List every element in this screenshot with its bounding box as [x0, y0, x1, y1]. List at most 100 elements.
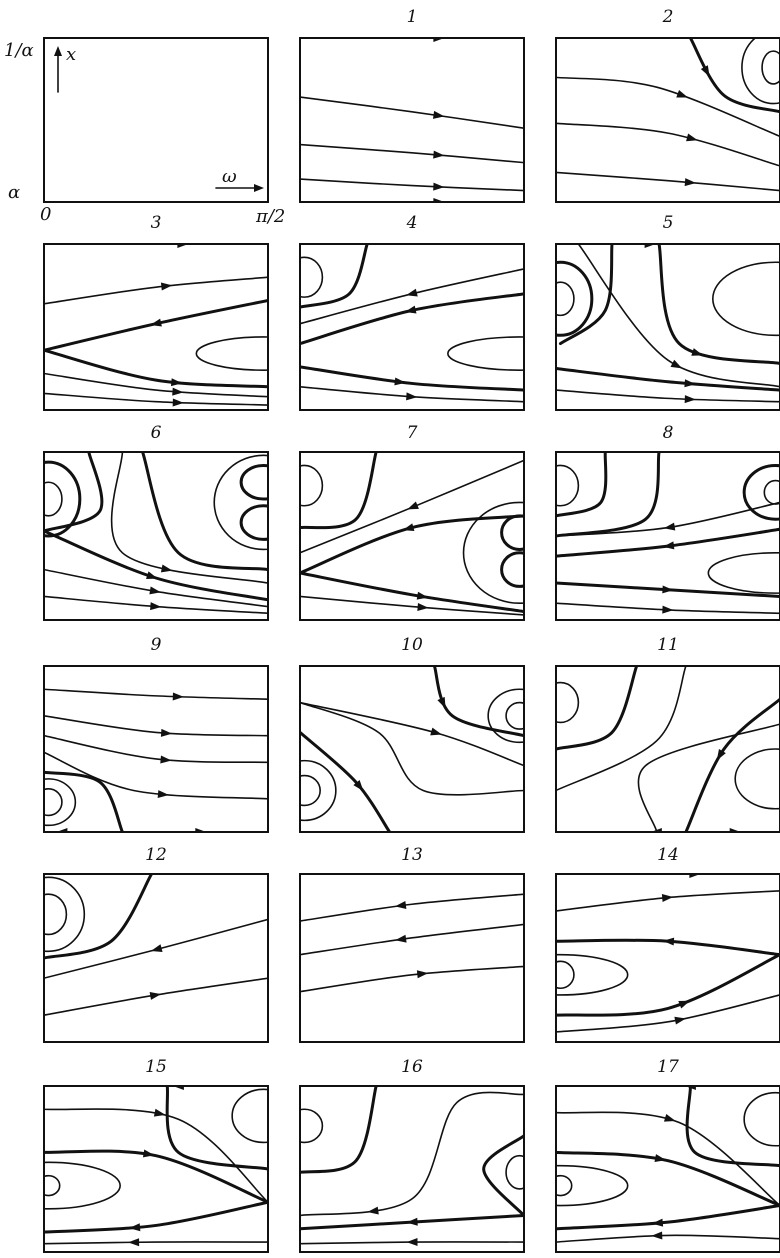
trajectory	[556, 1204, 780, 1231]
direction-arrow	[406, 1237, 418, 1246]
trajectory	[556, 452, 661, 538]
closed-orbit	[505, 1154, 524, 1190]
direction-arrow	[157, 790, 169, 799]
trajectory	[300, 701, 524, 767]
panel-14	[555, 873, 780, 1043]
trajectory	[44, 734, 268, 764]
panel-number-label: 13	[401, 845, 423, 865]
trajectory	[556, 1150, 780, 1208]
trajectory	[300, 1091, 524, 1217]
direction-arrow	[172, 387, 184, 396]
trajectory	[577, 244, 780, 388]
trajectory	[637, 723, 780, 832]
closed-orbit	[556, 281, 575, 317]
direction-arrow	[170, 378, 183, 387]
direction-arrow	[150, 944, 163, 953]
trajectory	[44, 1241, 268, 1245]
direction-arrow	[663, 1114, 676, 1122]
direction-arrow	[416, 970, 429, 979]
direction-arrow	[417, 603, 429, 612]
direction-arrow	[433, 150, 445, 159]
closed-orbit	[556, 953, 629, 996]
closed-orbit	[300, 256, 324, 298]
trajectory	[44, 751, 268, 800]
trajectory	[44, 874, 154, 960]
direction-arrow	[395, 934, 407, 943]
direction-arrow	[160, 564, 173, 573]
trajectory	[110, 452, 268, 584]
closed-orbit	[505, 701, 524, 730]
closed-orbit	[556, 1174, 573, 1197]
closed-orbit	[300, 1108, 324, 1144]
trajectory	[556, 1234, 780, 1243]
panel-number-label: 17	[657, 1057, 679, 1077]
closed-orbit	[44, 1161, 121, 1210]
panel-frame	[43, 451, 269, 621]
direction-arrow	[172, 398, 184, 407]
direction-arrow	[651, 1231, 663, 1240]
panel-frame	[43, 665, 269, 833]
x-variable-label: ω	[222, 166, 237, 187]
trajectory	[300, 96, 524, 129]
direction-arrow	[661, 894, 674, 903]
direction-arrow	[662, 585, 674, 594]
closed-orbit	[556, 1164, 629, 1207]
trajectory	[44, 392, 268, 406]
trajectory	[44, 688, 268, 700]
direction-arrow	[407, 501, 419, 510]
trajectory	[300, 893, 524, 922]
closed-orbit	[44, 460, 82, 538]
trajectory	[300, 701, 524, 796]
direction-arrow	[353, 780, 364, 792]
direction-arrow	[670, 359, 683, 369]
direction-arrow	[142, 1149, 155, 1158]
direction-arrow	[160, 282, 173, 291]
panel-9	[43, 665, 269, 833]
trajectory	[556, 452, 608, 518]
trajectory	[300, 571, 524, 614]
panel-frame	[555, 1085, 780, 1253]
direction-arrow	[654, 1154, 667, 1163]
trajectory	[300, 730, 392, 832]
direction-arrow	[416, 591, 429, 600]
trajectory	[556, 171, 780, 192]
panel-frame	[555, 243, 780, 411]
panel-number-label: 9	[151, 635, 162, 655]
trajectory	[556, 890, 780, 912]
closed-orbit	[741, 38, 780, 105]
closed-orbit	[44, 1174, 61, 1197]
axes-key-panel	[43, 37, 269, 203]
key-frame	[43, 37, 269, 203]
direction-arrow	[674, 1016, 686, 1025]
trajectory	[44, 348, 268, 389]
trajectory	[44, 1108, 268, 1203]
closed-orbit	[556, 681, 580, 724]
direction-arrow	[691, 348, 703, 356]
trajectory	[432, 666, 524, 738]
panel-frame	[299, 37, 525, 203]
closed-orbit	[500, 551, 524, 588]
panel-frame	[299, 873, 525, 1043]
trajectory	[300, 268, 524, 325]
trajectory	[44, 770, 124, 832]
panel-frame	[43, 243, 269, 411]
direction-arrow	[678, 1000, 691, 1009]
direction-arrow	[149, 586, 161, 595]
trajectory	[556, 367, 780, 392]
panel-number-label: 4	[406, 213, 418, 233]
direction-arrow	[684, 178, 696, 187]
closed-orbit	[487, 688, 524, 744]
trajectory	[556, 389, 780, 403]
closed-orbit	[447, 336, 524, 371]
panel-frame	[299, 665, 525, 833]
trajectory	[684, 697, 780, 832]
direction-arrow	[406, 1217, 418, 1226]
closed-orbit	[44, 876, 86, 953]
closed-orbit	[712, 261, 780, 337]
panel-frame	[555, 451, 780, 621]
trajectory	[685, 1086, 780, 1168]
trajectory	[44, 1200, 268, 1234]
y-axis-bottom-label: α	[8, 182, 20, 203]
panel-number-label: 8	[663, 423, 674, 443]
